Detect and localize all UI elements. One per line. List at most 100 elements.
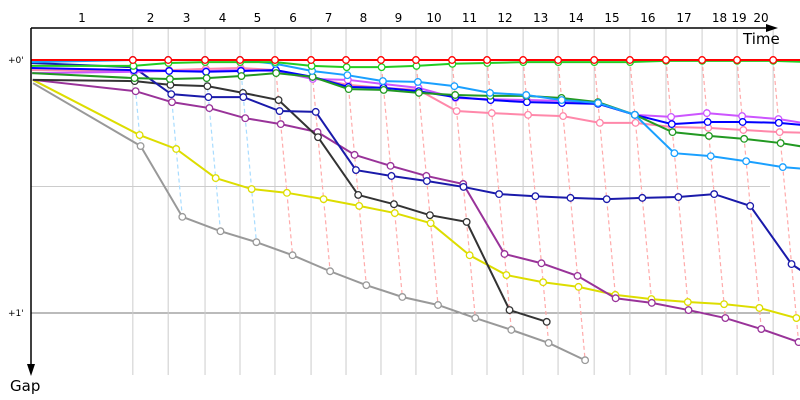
point-navy-lap-4 [239, 93, 248, 102]
lap-label: 16 [640, 11, 655, 25]
point-navy-lap-7 [351, 166, 360, 175]
lap-connector [772, 59, 800, 343]
point-yellow-lap-7 [355, 201, 364, 210]
x-axis-arrow-icon [766, 24, 778, 32]
point-gray-lap-12 [544, 338, 553, 347]
point-lightblue-lap-18 [742, 157, 751, 166]
lap-label: 19 [731, 11, 746, 25]
lap-connector [274, 59, 294, 256]
series-red [31, 56, 800, 64]
point-navy-lap-12 [531, 192, 540, 201]
lap-connector [629, 59, 653, 303]
point-gray-lap-2 [178, 212, 187, 221]
point-darkgreen-lap-8 [379, 85, 388, 94]
point-lightblue-lap-16 [670, 149, 679, 158]
point-red-lap-7 [342, 56, 350, 64]
point-pink-lap-19 [775, 128, 784, 137]
point-navy-lap-2 [167, 90, 176, 99]
point-gray-lap-13 [581, 356, 590, 365]
point-yellow-lap-6 [319, 195, 328, 204]
point-lightblue-lap-14 [594, 99, 602, 107]
point-navy-lap-9 [422, 177, 431, 185]
point-purple-lap-18 [757, 325, 766, 333]
point-red-lap-13 [554, 56, 563, 64]
lap-label: 8 [360, 11, 368, 25]
lap-label: 2 [147, 11, 155, 25]
point-gray-lap-10 [471, 314, 480, 323]
series-black [32, 77, 551, 326]
point-purple-lap-8 [386, 161, 395, 170]
point-lightblue-lap-13 [557, 96, 566, 105]
lap-connector [522, 59, 550, 343]
point-darkgreen-lap-4 [237, 72, 246, 80]
lap-label: 3 [183, 11, 191, 25]
point-lightblue-lap-7 [343, 71, 352, 80]
point-navy-lap-11 [495, 190, 504, 199]
y-axis-label: Gap [10, 377, 40, 395]
point-yellow-lap-4 [247, 185, 256, 193]
point-blue-lap-19 [774, 118, 783, 127]
point-lightblue-lap-19 [778, 163, 787, 172]
point-purple-lap-17 [721, 314, 730, 323]
series-gray [32, 82, 590, 365]
point-blue-lap-12 [522, 98, 531, 107]
point-pink-lap-18 [739, 126, 748, 134]
point-red-lap-3 [201, 56, 209, 64]
point-blue-lap-3 [202, 67, 211, 76]
point-lightblue-lap-8 [378, 77, 387, 86]
point-navy-lap-18 [746, 201, 755, 210]
lap-label: 5 [254, 11, 262, 25]
lap-connector [701, 59, 726, 319]
lap-label: 6 [289, 11, 297, 25]
lap-label: 1 [78, 11, 86, 25]
point-purple-lap-1 [131, 87, 140, 96]
point-gray-lap-11 [507, 325, 516, 334]
point-black-lap-12 [542, 317, 551, 326]
lap-connector [239, 59, 258, 243]
series-line-gray [32, 82, 586, 362]
point-navy-lap-6 [311, 107, 320, 116]
lap-connector [593, 59, 617, 299]
lap-label: 17 [676, 11, 691, 25]
point-yellow-lap-12 [539, 278, 548, 287]
point-purple-lap-7 [350, 150, 359, 159]
point-red-lap-16 [662, 56, 670, 64]
point-yellow-lap-9 [426, 219, 435, 228]
point-red-lap-2 [164, 56, 173, 64]
point-yellow-lap-11 [502, 271, 511, 279]
series-yellow [32, 78, 800, 323]
x-axis-label: Time [742, 30, 780, 48]
point-blue-lap-2 [165, 67, 174, 75]
point-darkgreen-lap-10 [451, 91, 460, 99]
point-pink-lap-13 [559, 112, 568, 121]
point-gray-lap-4 [252, 238, 261, 247]
point-green-lap-7 [342, 63, 351, 72]
lap-label: 18 [712, 11, 727, 25]
lap-connector [665, 59, 690, 311]
lap-label: 12 [497, 11, 512, 25]
point-violet-lap-16 [667, 112, 676, 121]
lap-label: 15 [604, 11, 619, 25]
point-navy-lap-15 [638, 193, 647, 202]
point-yellow-lap-13 [574, 282, 583, 291]
point-darkgreen-lap-5 [272, 69, 281, 78]
point-black-lap-5 [274, 96, 283, 105]
point-red-lap-10 [448, 56, 456, 64]
point-yellow-lap-2 [172, 145, 181, 153]
point-darkgreen-lap-7 [344, 85, 353, 94]
point-purple-lap-12 [537, 259, 546, 268]
point-gray-lap-3 [216, 227, 225, 236]
point-blue-lap-16 [667, 120, 676, 129]
point-red-lap-1 [128, 56, 137, 64]
lap-label: 20 [753, 11, 768, 25]
point-black-lap-8 [390, 200, 398, 209]
point-black-lap-11 [505, 306, 514, 314]
y-axis-arrow-icon [27, 364, 35, 376]
point-darkgreen-lap-9 [414, 88, 423, 97]
point-lightblue-lap-11 [486, 88, 494, 97]
point-navy-lap-17 [710, 190, 719, 199]
point-red-lap-4 [236, 56, 244, 64]
point-gray-lap-7 [362, 281, 371, 290]
point-darkgreen-lap-18 [740, 134, 749, 143]
point-red-lap-9 [411, 56, 420, 64]
